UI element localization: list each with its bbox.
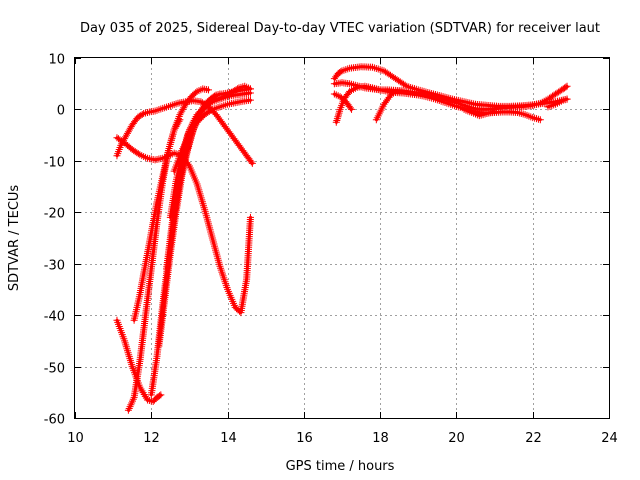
y-tick-label: -60: [44, 413, 65, 428]
series-arc-17: [544, 95, 571, 111]
series-trace: [462, 107, 497, 118]
y-tick-label: -40: [44, 310, 65, 325]
series-trace: [115, 318, 163, 403]
series-arc-14: [330, 90, 356, 113]
series-arc-16: [460, 105, 499, 120]
x-tick-label: 18: [372, 431, 389, 446]
x-tick-label: 22: [525, 431, 542, 446]
series-trace: [172, 98, 252, 173]
series-trace: [132, 87, 210, 322]
series-arc-3: [130, 85, 212, 324]
y-tick-label: -10: [44, 156, 65, 171]
y-tick-label: -30: [44, 259, 65, 274]
series-arc-15: [372, 87, 407, 124]
plot-frame: [74, 57, 610, 419]
series-arc-9: [113, 134, 254, 317]
series-trace: [374, 89, 405, 122]
series-trace: [332, 92, 353, 111]
y-tick-label: -20: [44, 207, 65, 222]
x-tick-label: 10: [67, 431, 84, 446]
x-tick-label: 12: [143, 431, 160, 446]
series-trace: [115, 99, 254, 165]
data-series: [113, 63, 571, 414]
y-tick-labels: -60 -50 -40 -30 -20 -10 0 10: [44, 53, 65, 428]
y-axis-label: SDTVAR / TECUs: [7, 185, 22, 292]
series-arc-10: [113, 97, 256, 167]
series-trace: [115, 136, 252, 315]
x-tick-label: 24: [601, 431, 618, 446]
y-tick-label: 10: [48, 53, 65, 68]
series-trace: [546, 97, 569, 109]
x-tick-labels: 10 12 14 16 18 20 22 24: [67, 431, 618, 446]
x-tick-label: 16: [296, 431, 313, 446]
y-tick-label: -50: [44, 362, 65, 377]
x-tick-label: 20: [448, 431, 465, 446]
y-tick-label: 0: [57, 104, 65, 119]
x-tick-label: 14: [220, 431, 237, 446]
chart-title: Day 035 of 2025, Sidereal Day-to-day VTE…: [80, 21, 600, 36]
series-trace: [334, 84, 542, 124]
x-axis-label: GPS time / hours: [286, 459, 395, 474]
